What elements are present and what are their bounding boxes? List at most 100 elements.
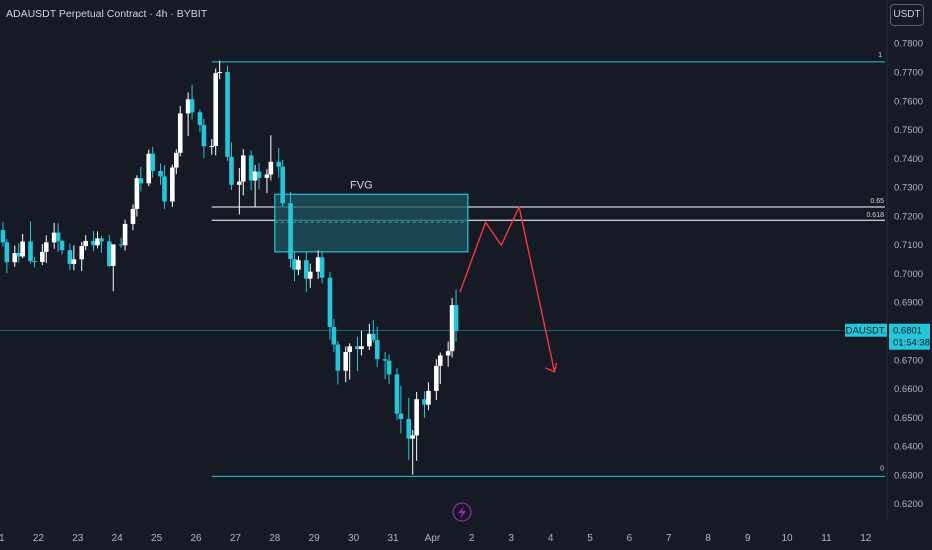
projection-arrowhead (545, 362, 558, 373)
candle-body (347, 346, 352, 353)
candle-body (406, 419, 412, 439)
price-tick-label: 0.7500 (894, 125, 923, 136)
candle-body (292, 259, 297, 270)
candle-body (374, 339, 380, 360)
price-tick-label: 0.7300 (894, 183, 923, 194)
candle-body (118, 244, 124, 246)
candle-body (174, 152, 179, 168)
price-tag-countdown: 01:54:38 (893, 338, 930, 349)
candle-body (229, 156, 234, 185)
fib-label-0: 0 (880, 465, 884, 472)
time-tick-label: 30 (348, 533, 360, 544)
price-tick-label: 0.6500 (894, 413, 923, 424)
candle-body (315, 257, 321, 272)
time-tick-label: 23 (72, 533, 84, 544)
time-tick-label: 31 (387, 533, 399, 544)
candle-body (453, 305, 459, 331)
candle-body (55, 232, 61, 241)
time-tick-label: Apr (425, 533, 441, 544)
candle-body (449, 305, 455, 352)
price-tick-label: 0.7200 (894, 211, 923, 222)
candle-body (434, 365, 439, 391)
candle-body (20, 241, 25, 257)
fib-label-1: 1 (878, 52, 882, 59)
candle-body (213, 73, 218, 146)
candle-body (240, 155, 246, 182)
candle-body (28, 241, 33, 262)
time-tick-label: 24 (112, 533, 124, 544)
candle-body (335, 344, 341, 371)
candle-body (280, 166, 285, 204)
candle-body (256, 171, 262, 178)
candle-body (414, 399, 419, 436)
projection-path (459, 206, 558, 373)
candle-body (59, 240, 65, 251)
candle-body (107, 241, 112, 266)
candle-body (307, 271, 313, 279)
candle-body (288, 203, 293, 260)
candle-body (437, 355, 443, 366)
candle-body (264, 174, 270, 178)
time-tick-label: 28 (269, 533, 281, 544)
candle-body (189, 99, 195, 113)
fib-levels: 1 0 0.65 0.618 (0, 52, 887, 477)
candle-body (40, 251, 45, 262)
candle-body (16, 253, 21, 257)
time-tick-label: 9 (745, 533, 751, 544)
price-tick-label: 0.6600 (894, 384, 923, 395)
price-tick-label: 0.7700 (894, 67, 923, 78)
time-tick-label: 29 (309, 533, 321, 544)
time-tick-label: 2 (469, 533, 475, 544)
fvg-box (274, 193, 469, 253)
time-tick-label: 26 (190, 533, 202, 544)
candle-body (83, 240, 88, 247)
symbol-tag-bg (845, 323, 887, 337)
flash-icon[interactable] (452, 502, 472, 522)
candle-body (91, 240, 96, 246)
candle-body (79, 246, 85, 260)
currency-button[interactable]: USDT (890, 4, 924, 26)
candle-body (43, 242, 49, 252)
time-tick-label: 8 (705, 533, 711, 544)
candle-body (134, 178, 140, 209)
candle-body (162, 176, 167, 202)
price-tick-label: 0.7000 (894, 269, 923, 280)
price-tick-label: 0.6700 (894, 355, 923, 366)
candle-body (355, 346, 360, 350)
symbol-tag-text: ADAUSDT.P (839, 326, 892, 337)
candle-body (130, 208, 136, 224)
projection-line (459, 206, 556, 373)
candle-body (158, 170, 163, 177)
fib-label-065: 0.65 (870, 198, 884, 205)
candle-body (122, 223, 128, 246)
candle-body (252, 171, 258, 181)
candle-body (386, 360, 392, 375)
time-tick-label: 7 (666, 533, 672, 544)
candle-body (150, 153, 155, 171)
price-tick-label: 0.7800 (894, 39, 923, 50)
candle-body (146, 153, 152, 184)
candle-body (71, 259, 77, 264)
time-tick-label: 12 (860, 533, 872, 544)
chart-title: ADAUSDT Perpetual Contract · 4h · BYBIT (6, 8, 208, 20)
time-tick-label: 25 (151, 533, 163, 544)
time-tick-label: 21 (0, 533, 5, 544)
fvg-label: FVG (350, 179, 373, 191)
candle-body (276, 161, 282, 167)
price-tick-label: 0.7600 (894, 96, 923, 107)
candles (0, 60, 459, 475)
candle-body (327, 277, 333, 327)
candle-body (67, 250, 73, 264)
price-tick-label: 0.7400 (894, 154, 923, 165)
time-tick-label: 10 (781, 533, 793, 544)
candle-body (197, 112, 203, 125)
price-axis: 0.7800 0.7700 0.7600 0.7500 0.7400 0.7300 0.72… (894, 39, 923, 510)
candle-body (331, 326, 337, 345)
candle-body (268, 161, 274, 175)
candle-body (382, 359, 388, 361)
candle-body (0, 229, 6, 243)
candle-body (367, 333, 372, 347)
candle-body (99, 238, 104, 242)
time-tick-label: 22 (33, 533, 45, 544)
